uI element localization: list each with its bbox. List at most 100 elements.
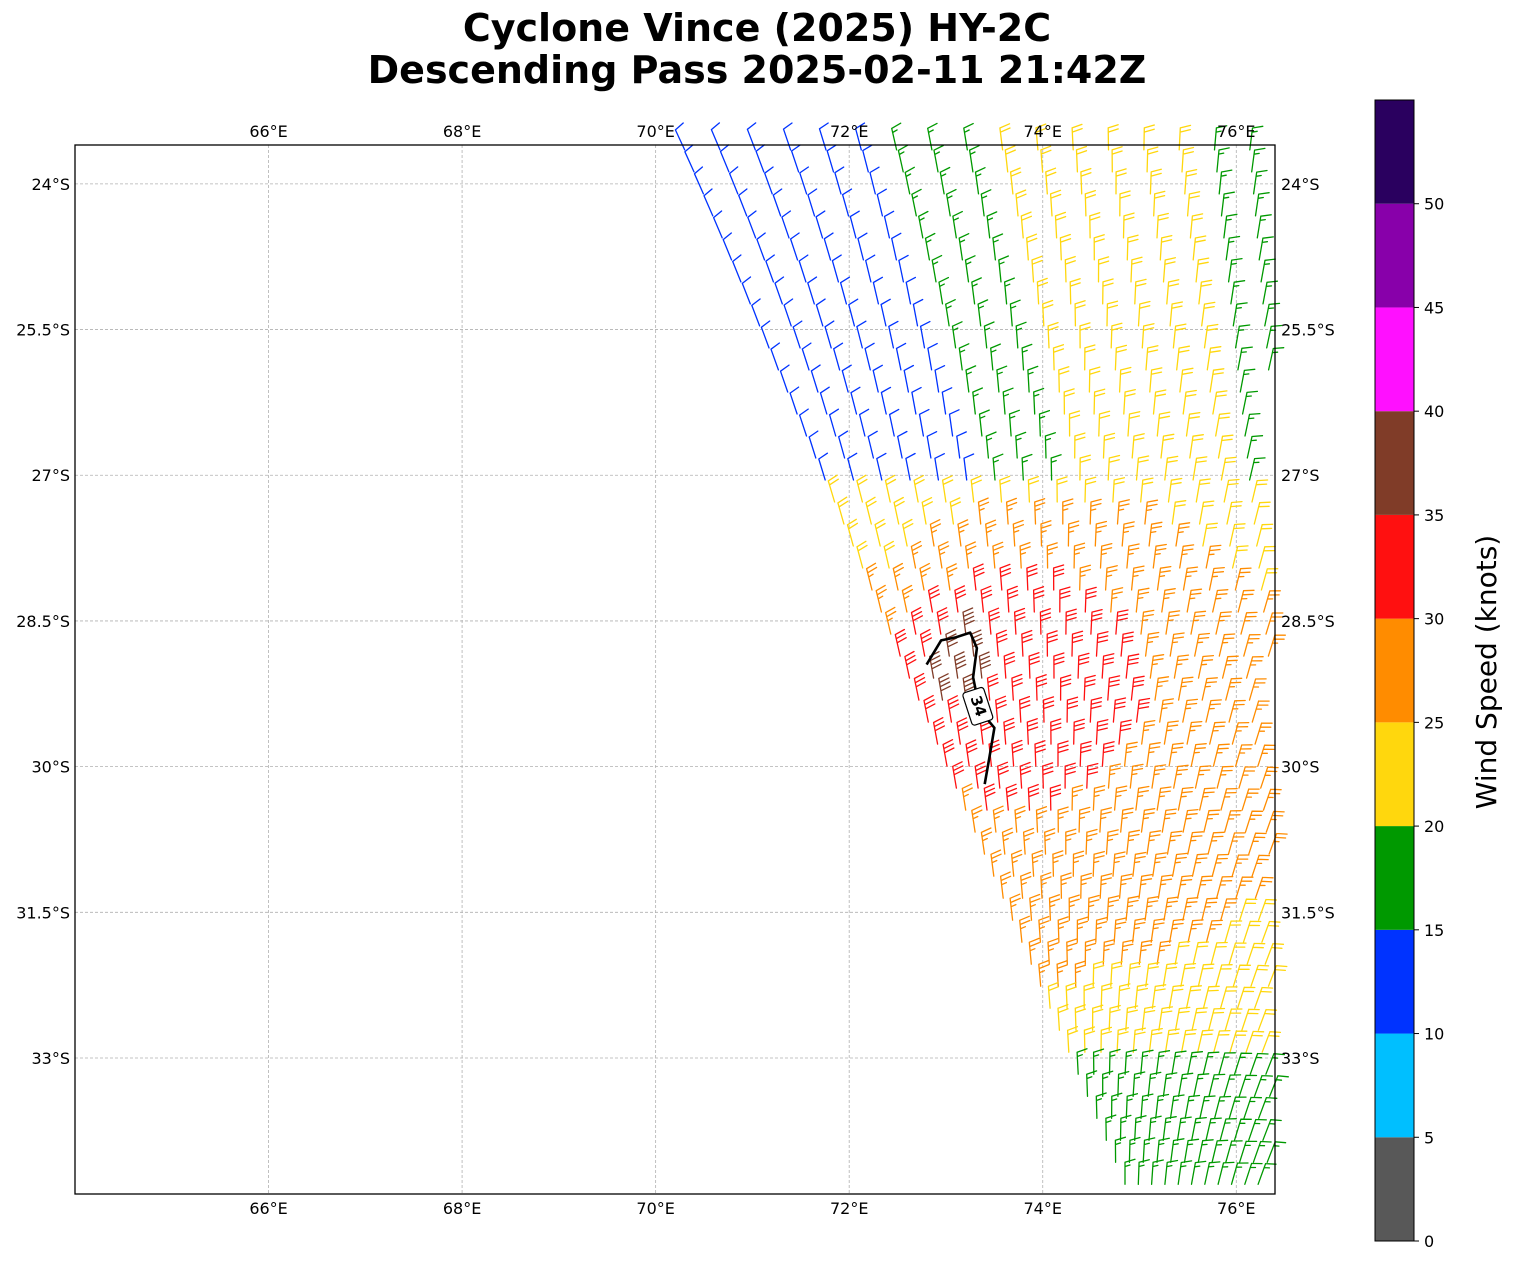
lat-tick-label: 24°S <box>31 175 70 194</box>
wind-barb <box>1065 608 1077 635</box>
wind-barb <box>1084 586 1097 613</box>
wind-barb <box>801 342 812 371</box>
wind-barb <box>1203 323 1219 349</box>
wind-barb <box>1143 124 1155 151</box>
wind-barb <box>738 188 748 217</box>
wind-barb <box>1184 168 1198 195</box>
wind-barb <box>1010 849 1023 877</box>
wind-barb <box>1046 630 1058 657</box>
wind-barb <box>1153 190 1166 217</box>
wind-barb <box>772 188 783 217</box>
wind-barb <box>1182 897 1199 921</box>
wind-barb <box>1161 588 1176 613</box>
wind-barb <box>1266 324 1283 349</box>
wind-barb <box>1083 1026 1096 1053</box>
wind-barb <box>1083 982 1095 1009</box>
wind-barb <box>1223 1074 1242 1097</box>
wind-barb <box>1132 1027 1146 1053</box>
wind-barb <box>894 628 907 657</box>
wind-barb <box>1196 875 1214 899</box>
wind-barb <box>895 342 907 371</box>
wind-barb <box>1212 743 1230 767</box>
wind-barb <box>856 320 867 349</box>
wind-barb <box>933 144 944 173</box>
wind-barb <box>1015 189 1027 217</box>
lat-tick-label: 28.5°S <box>16 612 70 631</box>
wind-barb <box>992 233 1004 261</box>
wind-barb <box>995 629 1008 657</box>
colorbar-bin <box>1375 411 1414 515</box>
wind-barb <box>1257 744 1276 767</box>
wind-barb <box>904 650 917 679</box>
wind-barb <box>1264 942 1285 965</box>
wind-barb <box>1135 697 1151 723</box>
wind-barb <box>956 717 969 745</box>
wind-barb <box>1106 300 1119 327</box>
wind-barb <box>926 431 938 459</box>
wind-barb <box>1170 1138 1185 1163</box>
wind-barb <box>1009 299 1021 327</box>
wind-barb <box>971 805 983 833</box>
wind-barb <box>1141 1005 1156 1031</box>
wind-barb <box>869 166 880 195</box>
wind-barb <box>1119 190 1131 217</box>
wind-barb <box>1234 567 1252 591</box>
wind-barb <box>1220 456 1237 481</box>
colorbar-bin <box>1375 100 1414 204</box>
wind-barb <box>1180 962 1197 987</box>
wind-barb <box>1137 1159 1150 1185</box>
wind-barb <box>1225 235 1241 261</box>
wind-barb <box>1192 235 1207 261</box>
wind-barb <box>1120 807 1134 833</box>
wind-barb <box>1212 589 1229 613</box>
wind-barb <box>1141 323 1155 349</box>
wind-barb <box>1102 432 1116 459</box>
wind-barb <box>1115 609 1129 635</box>
colorbar-tick-label: 0 <box>1424 1232 1434 1251</box>
wind-barb <box>927 585 941 613</box>
wind-barb <box>999 871 1012 899</box>
wind-barb <box>1148 521 1163 547</box>
wind-barb <box>990 849 1002 877</box>
wind-barb <box>892 562 904 591</box>
wind-barb <box>1185 411 1201 437</box>
wind-barb <box>872 364 883 393</box>
colorbar-bin <box>1375 722 1414 827</box>
wind-barb <box>1132 1071 1146 1097</box>
chart-subtitle: Descending Pass 2025-02-11 21:42Z <box>368 48 1147 92</box>
wind-barb <box>1205 544 1222 569</box>
wind-barb <box>1026 233 1038 261</box>
wind-barb <box>1052 564 1065 591</box>
wind-barb <box>782 122 793 151</box>
wind-barb <box>977 497 990 525</box>
wind-barb <box>974 761 987 789</box>
wind-barb <box>770 342 781 371</box>
wind-barb <box>1189 213 1204 239</box>
wind-barb <box>1052 850 1064 877</box>
wind-barb <box>1212 390 1228 415</box>
wind-barb <box>986 673 999 701</box>
wind-barb <box>1182 389 1197 415</box>
wind-barb <box>823 232 834 261</box>
wind-barb <box>963 122 974 151</box>
wind-barb <box>1257 1162 1277 1185</box>
wind-barb <box>1063 388 1075 415</box>
wind-barb <box>819 386 830 415</box>
wind-barb <box>988 607 1000 635</box>
wind-barb <box>1036 277 1049 305</box>
wind-barb <box>1238 766 1257 789</box>
wind-barb <box>722 232 733 261</box>
wind-barb <box>1027 365 1039 393</box>
wind-barb <box>936 607 949 635</box>
wind-barb <box>1080 167 1092 195</box>
lat-ticks-right: 24°S 25.5°S 27°S 28.5°S 30°S 31.5°S 33°S <box>1281 175 1335 1068</box>
wind-barb <box>1086 1070 1098 1097</box>
wind-barb <box>1066 1026 1079 1053</box>
wind-barb <box>1164 1028 1180 1053</box>
wind-barb <box>1241 788 1260 811</box>
wind-barb <box>970 475 982 503</box>
wind-barb <box>965 541 977 569</box>
wind-barb <box>883 210 895 239</box>
wind-barb <box>1180 1028 1197 1053</box>
wind-barb <box>1091 1004 1104 1031</box>
